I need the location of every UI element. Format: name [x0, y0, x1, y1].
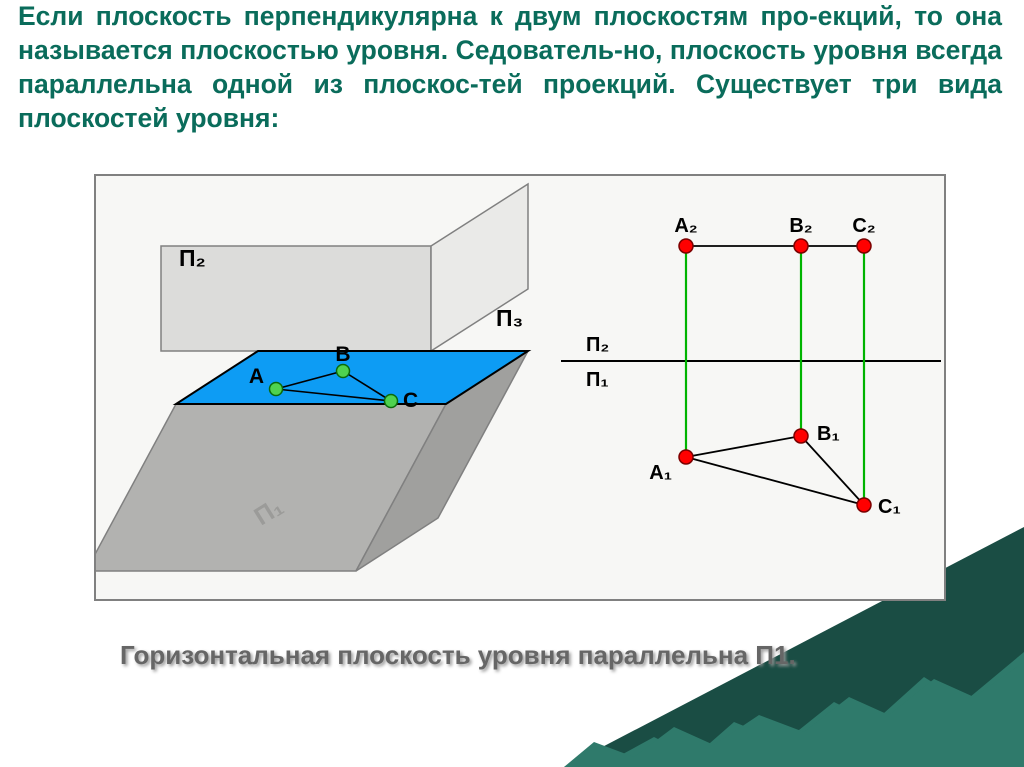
isometric-diagram: A B C П₂ П₃ П₁ — [96, 176, 566, 599]
slide-root: Если плоскость перпендикулярна к двум пл… — [0, 0, 1024, 767]
svg-text:C₁: C₁ — [878, 496, 901, 518]
figure-container: A B C П₂ П₃ П₁ П₂ П₁ — [94, 174, 946, 601]
svg-text:П₂: П₂ — [586, 334, 609, 356]
svg-text:A: A — [249, 365, 264, 388]
svg-text:A₁: A₁ — [649, 462, 672, 484]
svg-text:B: B — [335, 343, 350, 366]
svg-text:П₁: П₁ — [586, 369, 609, 391]
svg-text:П₃: П₃ — [496, 305, 523, 331]
svg-text:C₂: C₂ — [852, 215, 875, 237]
epure-diagram: П₂ П₁ A₂ B₂ C₂ A₁ B₁ C₁ — [561, 176, 941, 599]
svg-text:B₁: B₁ — [817, 423, 840, 445]
svg-text:B₂: B₂ — [789, 215, 812, 237]
intro-paragraph: Если плоскость перпендикулярна к двум пл… — [18, 0, 1002, 136]
svg-text:C: C — [403, 389, 418, 412]
figure-caption: Горизонтальная плоскость уровня параллел… — [120, 640, 900, 671]
svg-text:П₂: П₂ — [179, 245, 206, 271]
svg-text:A₂: A₂ — [674, 215, 697, 237]
